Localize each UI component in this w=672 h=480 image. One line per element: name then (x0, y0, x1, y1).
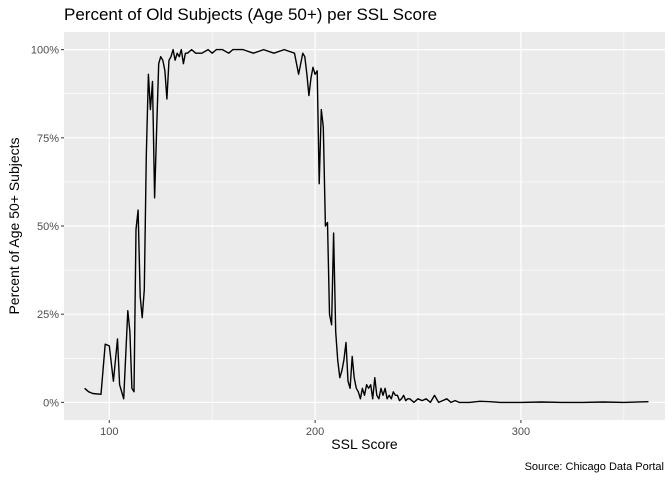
y-tick-label: 0% (43, 397, 59, 409)
x-tick-label: 300 (512, 426, 530, 438)
chart-title: Percent of Old Subjects (Age 50+) per SS… (64, 5, 437, 24)
x-axis-title: SSL Score (331, 436, 398, 452)
x-tick-label: 200 (306, 426, 324, 438)
y-tick-label: 100% (31, 45, 59, 57)
axis-ticks: 100 200 300 0% 25% 50% 75% 100% (31, 45, 530, 438)
y-axis-title: Percent of Age 50+ Subjects (6, 137, 22, 314)
y-tick-label: 25% (37, 309, 59, 321)
y-tick-label: 50% (37, 221, 59, 233)
x-tick-label: 100 (100, 426, 118, 438)
y-tick-label: 75% (37, 133, 59, 145)
series-line (84, 48, 649, 404)
source-caption: Source: Chicago Data Portal (525, 461, 664, 473)
